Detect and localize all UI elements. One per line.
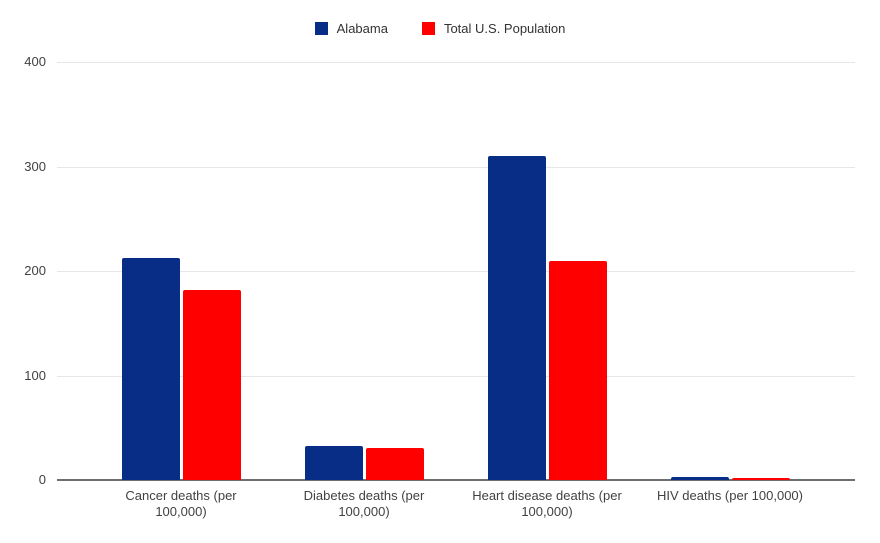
- legend-item-us-population: Total U.S. Population: [421, 21, 566, 36]
- x-tick-label-diabetes-deaths-per-100-000: Diabetes deaths (per 100,000): [303, 488, 425, 519]
- bar-alabama-heart-disease-deaths-per-100-000: [487, 156, 546, 480]
- us-population-swatch-icon: [421, 22, 435, 35]
- gridline-400: [57, 62, 855, 63]
- bar-alabama-hiv-deaths-per-100-000: [670, 477, 729, 480]
- y-tick-label-0: 0: [38, 472, 46, 487]
- legend: Alabama Total U.S. Population: [0, 21, 880, 36]
- legend-label-us-population: Total U.S. Population: [443, 21, 566, 36]
- y-tick-label-100: 100: [24, 367, 46, 383]
- y-tick-label-300: 300: [24, 158, 46, 174]
- gridline-200: [57, 271, 855, 272]
- x-tick-label-heart-disease-deaths-per-100-000: Heart disease deaths (per 100,000): [472, 488, 622, 519]
- legend-item-alabama: Alabama: [314, 21, 388, 36]
- x-axis-line: [57, 479, 855, 481]
- alabama-swatch-icon: [314, 22, 328, 35]
- plot-area: [57, 62, 855, 481]
- bar-alabama-cancer-deaths-per-100-000: [121, 258, 180, 480]
- bar-group-hiv-deaths-per-100-000: [670, 477, 790, 480]
- bar-total-u-s-population-diabetes-deaths-per-100-000: [365, 447, 424, 480]
- bar-group-diabetes-deaths-per-100-000: [304, 445, 424, 480]
- gridline-300: [57, 166, 855, 168]
- x-tick-label-cancer-deaths-per-100-000: Cancer deaths (per 100,000): [125, 488, 237, 519]
- bar-total-u-s-population-cancer-deaths-per-100-000: [182, 289, 241, 480]
- gridline-100: [57, 375, 855, 377]
- legend-label-alabama: Alabama: [336, 21, 388, 36]
- y-tick-label-200: 200: [24, 263, 46, 278]
- bar-total-u-s-population-hiv-deaths-per-100-000: [731, 477, 790, 480]
- bar-group-heart-disease-deaths-per-100-000: [487, 156, 607, 480]
- x-tick-label-hiv-deaths-per-100-000: HIV deaths (per 100,000): [657, 488, 803, 503]
- bar-total-u-s-population-heart-disease-deaths-per-100-000: [548, 260, 607, 480]
- y-tick-label-400: 400: [24, 54, 46, 69]
- bar-group-cancer-deaths-per-100-000: [121, 258, 241, 480]
- bar-alabama-diabetes-deaths-per-100-000: [304, 445, 363, 480]
